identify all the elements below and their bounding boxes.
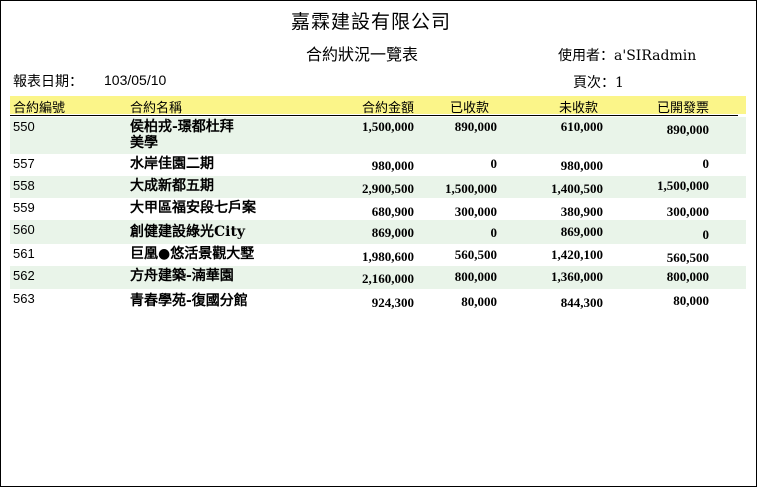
cell-invoiced: 560,500 xyxy=(666,250,709,265)
cell-invoiced: 0 xyxy=(702,156,710,171)
cell-contract-name: 水岸佳園二期 xyxy=(130,156,214,172)
cell-unreceived: 844,300 xyxy=(560,295,603,310)
cell-unreceived: 380,900 xyxy=(560,204,603,219)
header-contract-name: 合約名稱 xyxy=(130,101,183,116)
cell-invoiced: 1,500,000 xyxy=(657,178,709,193)
cell-invoiced: 80,000 xyxy=(673,293,709,308)
cell-received: 800,000 xyxy=(454,269,497,284)
table-row: 561 巨凰●悠活景觀大墅 1,980,600 560,500 1,420,10… xyxy=(10,244,746,266)
cell-contract-id: 561 xyxy=(13,246,35,261)
cell-unreceived: 1,360,000 xyxy=(551,269,603,284)
cell-unreceived: 1,400,500 xyxy=(551,181,603,196)
table-row: 559 大甲區福安段七戶案 680,900 300,000 380,900 30… xyxy=(10,198,746,220)
cell-amount: 1,500,000 xyxy=(362,119,414,134)
cell-amount: 1,980,600 xyxy=(362,249,414,264)
cell-contract-name: 方舟建築-湳華園 xyxy=(130,268,234,284)
cell-contract-id: 557 xyxy=(13,156,35,171)
table-header: 合約編號 合約名稱 合約金額 已收款 未收款 已開發票 xyxy=(10,96,746,116)
cell-invoiced: 890,000 xyxy=(666,122,709,137)
cell-amount: 980,000 xyxy=(371,158,414,173)
cell-unreceived: 1,420,100 xyxy=(551,247,603,262)
cell-received: 1,500,000 xyxy=(445,181,497,196)
header-unreceived: 未收款 xyxy=(558,101,598,116)
header-contract-id: 合約編號 xyxy=(13,101,66,116)
cell-contract-name: 巨凰●悠活景觀大墅 xyxy=(130,246,255,262)
cell-received: 300,000 xyxy=(454,204,497,219)
header-invoiced: 已開發票 xyxy=(656,101,709,116)
cell-contract-name: 大甲區福安段七戶案 xyxy=(130,200,256,216)
cell-contract-name: 大成新都五期 xyxy=(130,178,214,194)
cell-contract-id: 550 xyxy=(13,119,35,134)
cell-contract-name: 創健建設綠光City xyxy=(130,224,246,240)
cell-received: 560,500 xyxy=(454,247,497,262)
cell-amount: 924,300 xyxy=(371,295,414,310)
report-title: 合約狀況一覽表 xyxy=(306,45,419,64)
cell-unreceived: 869,000 xyxy=(560,224,603,239)
table-row: 560 創健建設綠光City 869,000 0 869,000 0 xyxy=(10,220,746,244)
cell-received: 0 xyxy=(490,225,498,240)
cell-contract-id: 563 xyxy=(13,291,35,306)
cell-amount: 2,160,000 xyxy=(362,271,414,286)
cell-unreceived: 610,000 xyxy=(560,119,603,134)
cell-received: 0 xyxy=(490,156,498,171)
report-date-label: 報表日期： xyxy=(13,74,83,90)
cell-amount: 869,000 xyxy=(371,225,414,240)
cell-received: 890,000 xyxy=(454,119,497,134)
table-row: 550 侯柏戎-璟都杜拜 美學 1,500,000 890,000 610,000… xyxy=(10,117,746,154)
page-number: 頁次：1 xyxy=(573,75,624,91)
cell-contract-id: 562 xyxy=(13,268,35,283)
table-row: 557 水岸佳園二期 980,000 0 980,000 0 xyxy=(10,154,746,176)
user-label: 使用者：a'SIRadmin xyxy=(558,48,697,64)
report-date-value: 103/05/10 xyxy=(104,72,167,88)
cell-contract-id: 559 xyxy=(13,200,35,215)
cell-invoiced: 800,000 xyxy=(666,269,709,284)
header-contract-amount: 合約金額 xyxy=(361,101,414,116)
table-row: 563 青春學苑-復國分館 924,300 80,000 844,300 80,… xyxy=(10,289,746,313)
cell-amount: 2,900,500 xyxy=(362,181,414,196)
cell-amount: 680,900 xyxy=(371,204,414,219)
cell-received: 80,000 xyxy=(461,294,497,309)
cell-contract-id: 560 xyxy=(13,222,35,237)
cell-invoiced: 300,000 xyxy=(666,204,709,219)
cell-contract-id: 558 xyxy=(13,178,35,193)
cell-contract-name: 侯柏戎-璟都杜拜 美學 xyxy=(130,119,234,151)
cell-unreceived: 980,000 xyxy=(560,158,603,173)
table-row: 562 方舟建築-湳華園 2,160,000 800,000 1,360,000… xyxy=(10,266,746,289)
company-name: 嘉霖建設有限公司 xyxy=(290,11,451,33)
header-received: 已收款 xyxy=(449,101,489,116)
header-divider xyxy=(10,115,738,116)
table-row: 558 大成新都五期 2,900,500 1,500,000 1,400,500… xyxy=(10,176,746,198)
cell-contract-name: 青春學苑-復國分館 xyxy=(130,293,248,309)
cell-invoiced: 0 xyxy=(702,227,710,242)
